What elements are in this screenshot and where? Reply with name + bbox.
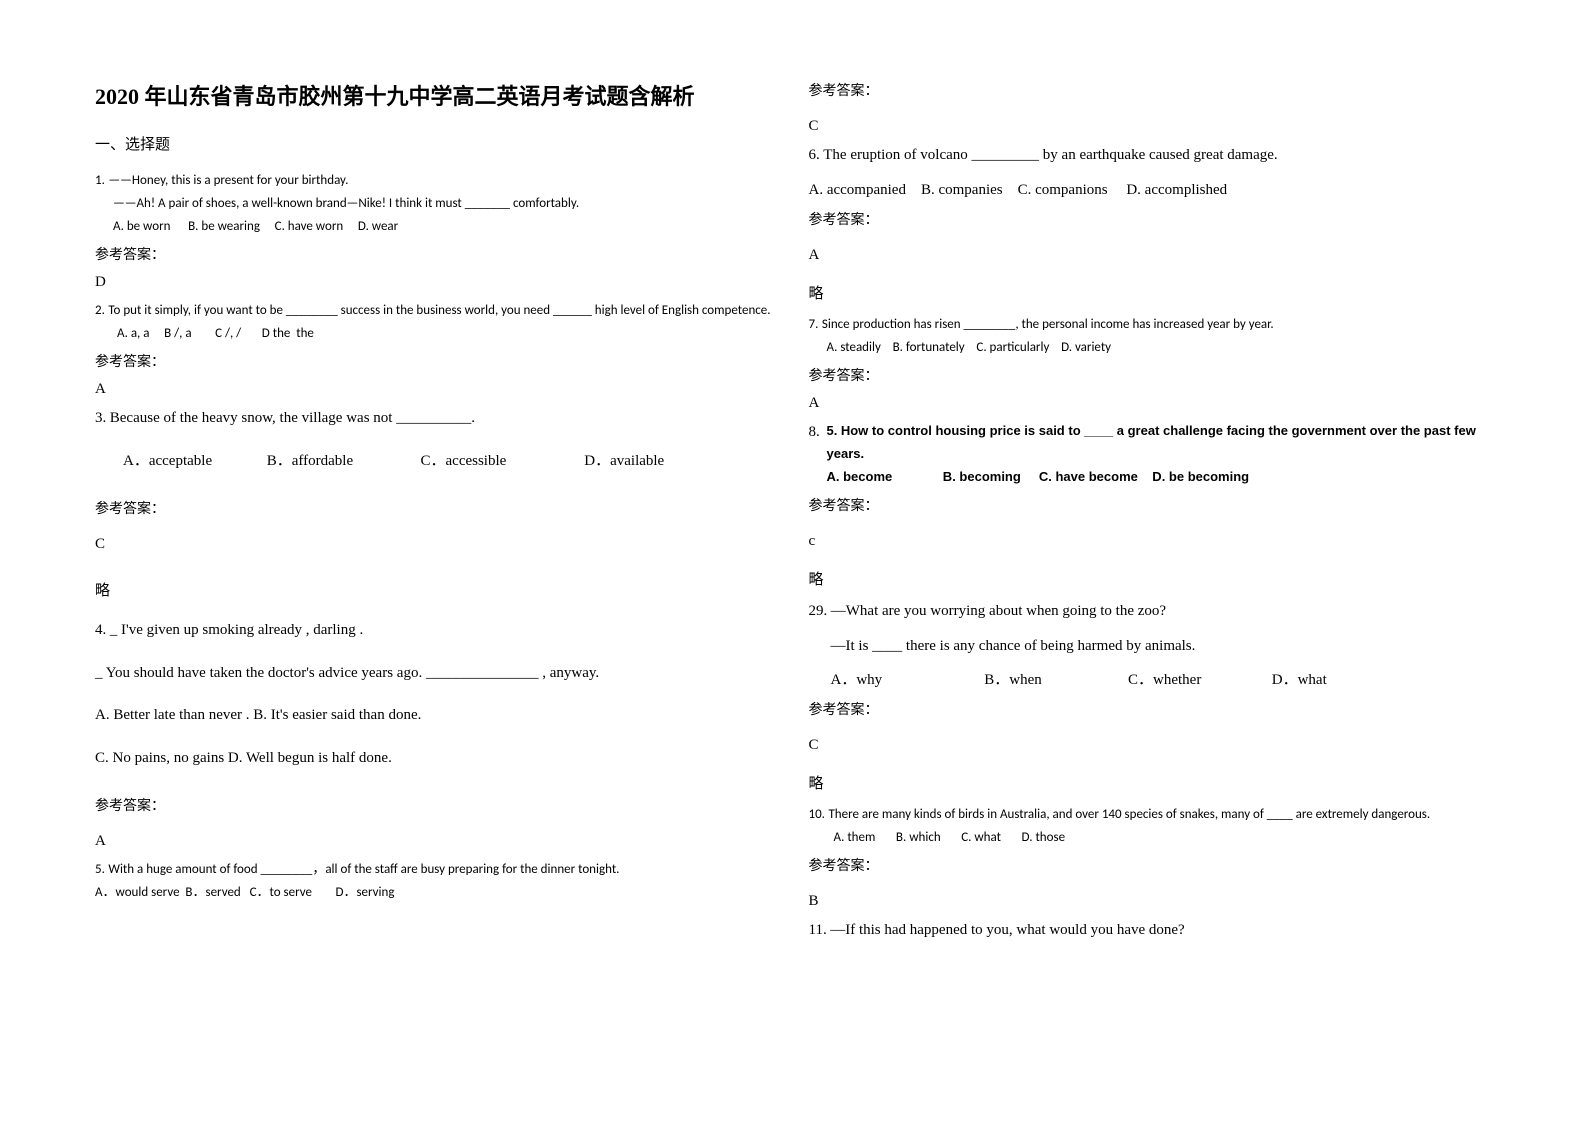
q9-lue: 略 [809,772,1493,793]
section-header: 一、选择题 [95,133,779,154]
q1-num: 1. [95,173,105,188]
q3-optD: D．available [584,453,664,469]
question-3: 3. Because of the heavy snow, the villag… [95,406,779,474]
q4-line2: _ You should have taken the doctor's adv… [95,665,599,681]
answer-label: 参考答案： [809,699,1493,719]
q10-num: 10. [809,807,825,822]
question-5: 5. With a huge amount of food ________，a… [95,858,779,904]
q2-answer: A [95,381,779,398]
q8-lue: 略 [809,568,1493,589]
q1-opts: A. be worn B. be wearing C. have worn D.… [113,219,398,234]
answer-label: 参考答案： [809,495,1493,515]
q11-text: —If this had happened to you, what would… [830,922,1185,938]
q4-num: 4. [95,622,106,638]
question-4: 4. _ I've given up smoking already , dar… [95,618,779,771]
q8-text: How to control housing price is said to … [827,423,1476,461]
question-10: 10. There are many kinds of birds in Aus… [809,803,1493,849]
q9-line1: —What are you worrying about when going … [831,603,1166,619]
q7-answer: A [809,395,1493,412]
q3-optC: C．accessible [421,449,581,474]
q3-text: Because of the heavy snow, the village w… [110,410,475,426]
q3-answer: C [95,536,779,553]
q3-lue: 略 [95,579,779,600]
q8-embed-num: 5. [827,423,838,438]
q5-opts: A．would serve B．served C．to serve D．serv… [95,885,394,900]
page-title: 2020 年山东省青岛市胶州第十九中学高二英语月考试题含解析 [95,80,779,113]
q6-text: The eruption of volcano _________ by an … [823,147,1277,163]
q8-opts: A. become B. becoming C. have become D. … [827,469,1250,484]
q1-line2: ——Ah! A pair of shoes, a well-known bran… [113,196,579,211]
q9-optC: C．whether [1128,668,1268,693]
q7-text: Since production has risen ________, the… [822,317,1274,332]
q2-text: To put it simply, if you want to be ____… [108,303,770,318]
q4-line1: _ I've given up smoking already , darlin… [110,622,363,638]
answer-label: 参考答案： [809,80,1493,100]
q1-line1: ——Honey, this is a present for your birt… [108,173,348,188]
q10-opts: A. them B. which C. what D. those [834,830,1066,845]
q2-opts: A. a, a B /, a C /, / D the the [117,326,314,341]
q9-line2: —It is ____ there is any chance of being… [831,638,1196,654]
question-7: 7. Since production has risen ________, … [809,313,1493,359]
q8-num: 8. [809,420,827,489]
q9-optD: D．what [1272,672,1327,688]
q6-opts: A. accompanied B. companies C. companion… [809,182,1228,198]
exam-paper: 2020 年山东省青岛市胶州第十九中学高二英语月考试题含解析 一、选择题 1. … [0,0,1587,989]
answer-label: 参考答案： [809,855,1493,875]
q4-opts2: C. No pains, no gains D. Well begun is h… [95,750,392,766]
q9-optB: B．when [984,668,1124,693]
question-2: 2. To put it simply, if you want to be _… [95,299,779,345]
q10-text: There are many kinds of birds in Austral… [828,807,1430,822]
answer-label: 参考答案： [809,365,1493,385]
answer-label: 参考答案： [809,209,1493,229]
q3-num: 3. [95,410,106,426]
q4-answer: A [95,833,779,850]
q6-answer: A [809,247,1493,264]
q3-optA: A．acceptable [123,449,263,474]
q8-answer: c [809,533,1493,550]
answer-label: 参考答案： [95,351,779,371]
question-1: 1. ——Honey, this is a present for your b… [95,169,779,238]
q10-answer: B [809,893,1493,910]
q3-optB: B．affordable [267,449,417,474]
answer-label: 参考答案： [95,498,779,518]
q9-num: 29. [809,603,828,619]
q9-optA: A．why [831,668,981,693]
right-column: 参考答案： C 6. The eruption of volcano _____… [809,80,1493,949]
left-column: 2020 年山东省青岛市胶州第十九中学高二英语月考试题含解析 一、选择题 1. … [95,80,809,949]
q9-answer: C [809,737,1493,754]
answer-label: 参考答案： [95,795,779,815]
question-6: 6. The eruption of volcano _________ by … [809,143,1493,203]
question-11: 11. —If this had happened to you, what w… [809,918,1493,943]
q6-lue: 略 [809,282,1493,303]
q5-answer: C [809,118,1493,135]
answer-label: 参考答案： [95,244,779,264]
q1-answer: D [95,274,779,291]
q4-opts1: A. Better late than never . B. It's easi… [95,707,421,723]
q6-num: 6. [809,147,820,163]
question-29: 29. —What are you worrying about when go… [809,599,1493,693]
q7-opts: A. steadily B. fortunately C. particular… [827,340,1112,355]
q7-num: 7. [809,317,819,332]
q5-num: 5. [95,862,105,877]
question-8: 8. 5. How to control housing price is sa… [809,420,1493,489]
q2-num: 2. [95,303,105,318]
q11-num: 11. [809,922,827,938]
q5-text: With a huge amount of food ________，all … [108,862,619,877]
